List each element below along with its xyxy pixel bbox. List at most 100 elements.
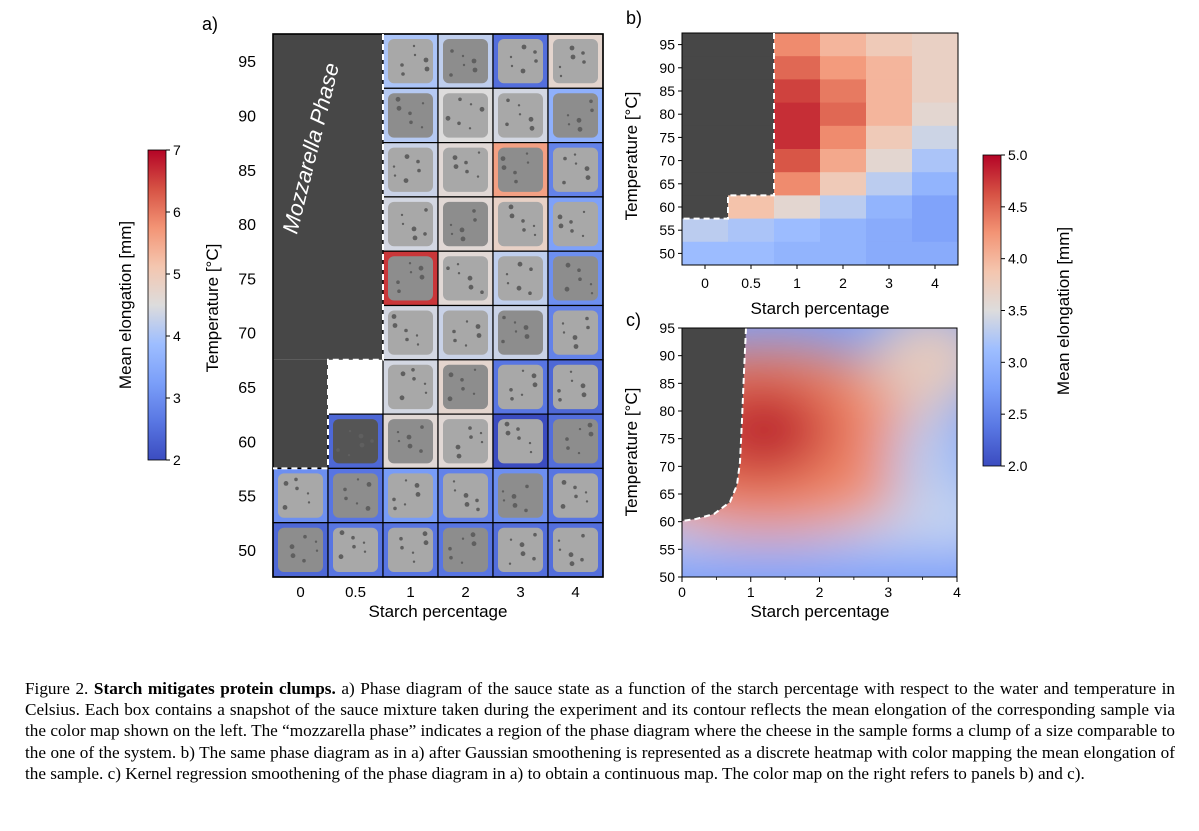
sample-speck <box>467 275 473 281</box>
sample-speck <box>355 502 359 505</box>
heatmap-cell <box>912 79 959 104</box>
colorbar-right-tick-label: 3.5 <box>1008 303 1028 319</box>
sample-speck <box>400 371 406 377</box>
sample-speck <box>479 431 483 435</box>
heatmap-cell <box>912 241 959 266</box>
sample-snapshot <box>498 364 543 410</box>
sample-speck <box>294 477 298 482</box>
heatmap-cell <box>728 33 775 57</box>
figure-caption: Figure 2. Starch mitigates protein clump… <box>25 678 1175 784</box>
sample-speck <box>562 180 566 185</box>
sample-speck <box>464 160 468 165</box>
sample-speck <box>396 105 402 111</box>
sample-speck <box>502 499 506 502</box>
heatmap-cell <box>774 149 821 173</box>
sample-speck <box>573 485 577 490</box>
sample-speck <box>406 434 412 440</box>
sample-speck <box>471 541 477 547</box>
panel-b-xtick: 3 <box>885 275 893 291</box>
sample-snapshot <box>553 364 598 410</box>
panel-a-ytick: 85 <box>238 163 256 180</box>
sample-speck <box>452 155 458 161</box>
sample-speck <box>589 99 593 104</box>
colorbar-left-tick-label: 6 <box>173 204 181 220</box>
sample-speck <box>473 218 477 222</box>
sample-cell <box>547 304 604 361</box>
sample-cell <box>437 467 494 524</box>
sample-cell <box>327 413 384 470</box>
sample-cell <box>437 33 494 89</box>
sample-snapshot <box>498 527 543 572</box>
sample-speck <box>508 204 514 210</box>
sample-speck <box>570 229 574 233</box>
sample-speck <box>581 392 587 398</box>
sample-speck <box>306 492 310 495</box>
heatmap-cell <box>866 102 913 127</box>
sample-snapshot <box>443 39 488 84</box>
sample-speck <box>589 283 593 286</box>
sample-speck <box>420 425 424 429</box>
panel-a-ytick: 70 <box>238 326 256 343</box>
sample-speck <box>480 440 484 444</box>
sample-speck <box>358 433 364 439</box>
sample-speck <box>532 556 536 561</box>
sample-speck <box>587 422 593 428</box>
sample-speck <box>460 561 464 564</box>
sample-speck <box>519 542 525 548</box>
sample-speck <box>558 223 564 229</box>
sample-speck <box>314 540 318 543</box>
sample-snapshot <box>498 93 543 138</box>
sample-speck <box>560 504 566 509</box>
sample-speck <box>561 322 565 325</box>
sample-cell <box>492 196 549 252</box>
sample-snapshot <box>278 527 323 572</box>
sample-speck <box>468 127 472 130</box>
sample-speck <box>570 54 576 60</box>
colorbar-right-gradient <box>982 154 1002 467</box>
sample-speck <box>512 503 518 508</box>
sample-cell <box>492 467 549 524</box>
sample-cell <box>492 359 549 415</box>
sample-speck <box>475 324 481 329</box>
sample-speck <box>558 65 562 69</box>
sample-cell <box>547 87 604 144</box>
colorbar-right-tick-label: 4.5 <box>1008 199 1028 215</box>
mozzarella-boundary-a <box>273 34 384 470</box>
sample-speck <box>363 550 367 553</box>
sample-snapshot <box>443 201 488 247</box>
panel-a-ytick: 90 <box>238 108 256 125</box>
sample-speck <box>449 555 453 560</box>
sample-cell <box>437 413 494 470</box>
sample-speck <box>468 284 474 290</box>
sample-speck <box>456 263 460 266</box>
sample-snapshot <box>388 364 433 410</box>
panel-a-ytick: 55 <box>238 489 256 506</box>
sample-snapshot <box>388 473 433 518</box>
panel-b-xtick: 4 <box>931 275 939 291</box>
heatmap-cell <box>820 195 867 220</box>
heatmap-cell <box>774 125 821 150</box>
sample-cell <box>547 250 604 307</box>
sample-speck <box>533 233 537 237</box>
sample-speck <box>578 427 582 431</box>
panel-a-xtick: 1 <box>406 584 414 601</box>
sample-speck <box>559 74 563 78</box>
sample-speck <box>359 442 365 448</box>
panel-label-c: c) <box>626 310 641 330</box>
heatmap-cell <box>820 79 867 104</box>
mozzarella-boundary-c <box>682 328 747 522</box>
sample-speck <box>572 335 578 340</box>
panel-b-ytick: 65 <box>659 176 675 192</box>
panel-c-ytick: 60 <box>659 514 675 530</box>
sample-speck <box>585 316 589 321</box>
sample-speck <box>422 531 428 537</box>
sample-speck <box>566 446 570 450</box>
caption-prefix: Figure 2. <box>25 679 94 698</box>
heatmap-cell <box>912 172 959 196</box>
sample-speck <box>339 530 345 536</box>
sample-speck <box>504 421 510 427</box>
sample-cell <box>382 359 439 415</box>
heatmap-cell <box>820 218 867 243</box>
colorbar-right-tick-label: 4.0 <box>1008 251 1028 267</box>
sample-cell <box>437 359 494 415</box>
